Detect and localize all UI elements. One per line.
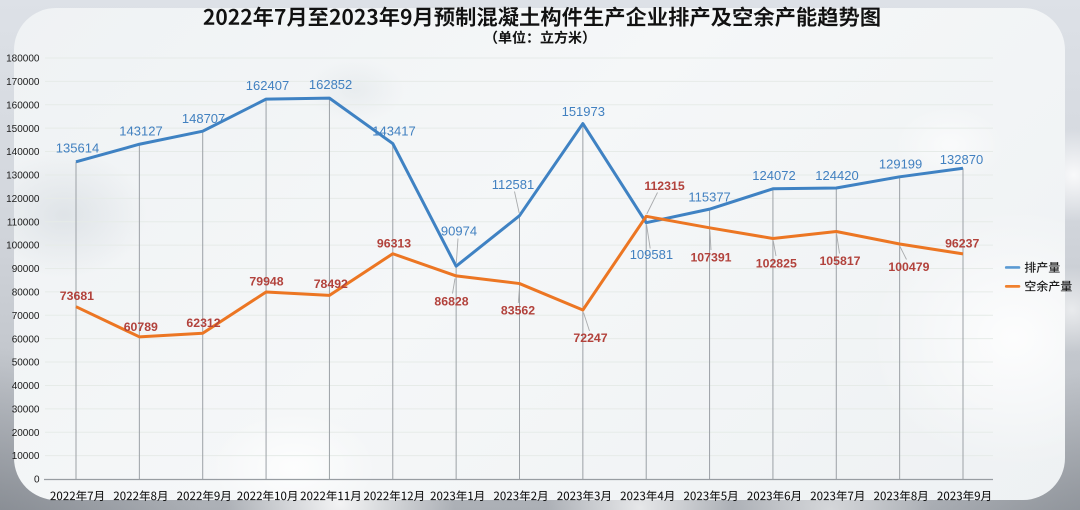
svg-text:70000: 70000 <box>12 311 40 322</box>
svg-text:0: 0 <box>34 475 40 486</box>
svg-text:170000: 170000 <box>6 77 40 88</box>
svg-text:72247: 72247 <box>573 331 607 345</box>
svg-text:162407: 162407 <box>246 78 289 93</box>
svg-text:60000: 60000 <box>12 334 40 345</box>
svg-text:107391: 107391 <box>690 250 731 264</box>
svg-text:100479: 100479 <box>888 260 929 274</box>
svg-text:130000: 130000 <box>6 171 40 182</box>
svg-text:79948: 79948 <box>249 275 283 289</box>
svg-text:10000: 10000 <box>12 451 40 462</box>
svg-text:90000: 90000 <box>12 264 40 275</box>
svg-text:109581: 109581 <box>630 247 673 262</box>
svg-text:73681: 73681 <box>60 289 94 303</box>
svg-text:132870: 132870 <box>940 152 983 167</box>
svg-text:20000: 20000 <box>12 428 40 439</box>
svg-text:40000: 40000 <box>12 381 40 392</box>
svg-text:180000: 180000 <box>6 54 40 65</box>
svg-text:100000: 100000 <box>6 241 40 252</box>
svg-text:124420: 124420 <box>815 168 858 183</box>
svg-text:140000: 140000 <box>6 147 40 158</box>
svg-text:120000: 120000 <box>6 194 40 205</box>
svg-text:60789: 60789 <box>124 320 158 334</box>
svg-text:143417: 143417 <box>372 123 415 138</box>
svg-text:90974: 90974 <box>441 224 477 239</box>
svg-text:86828: 86828 <box>434 295 468 309</box>
svg-text:151973: 151973 <box>562 104 605 119</box>
svg-text:50000: 50000 <box>12 358 40 369</box>
svg-text:135614: 135614 <box>56 140 99 155</box>
svg-text:83562: 83562 <box>501 304 535 318</box>
svg-text:80000: 80000 <box>12 287 40 298</box>
svg-text:162852: 162852 <box>309 77 352 92</box>
svg-text:110000: 110000 <box>7 217 40 228</box>
svg-text:124072: 124072 <box>752 168 795 183</box>
svg-text:96313: 96313 <box>377 237 411 251</box>
svg-text:96237: 96237 <box>945 236 979 250</box>
svg-text:150000: 150000 <box>6 124 40 135</box>
svg-text:148707: 148707 <box>182 111 225 126</box>
svg-text:30000: 30000 <box>12 404 40 415</box>
svg-text:62312: 62312 <box>186 316 220 330</box>
svg-text:112581: 112581 <box>492 177 534 192</box>
svg-text:160000: 160000 <box>6 100 40 111</box>
svg-text:143127: 143127 <box>119 124 162 139</box>
svg-text:105817: 105817 <box>819 254 860 268</box>
svg-text:115377: 115377 <box>688 189 730 204</box>
svg-text:129199: 129199 <box>879 157 922 172</box>
svg-text:78492: 78492 <box>314 277 348 291</box>
svg-text:112315: 112315 <box>644 179 685 193</box>
svg-text:102825: 102825 <box>756 256 797 270</box>
